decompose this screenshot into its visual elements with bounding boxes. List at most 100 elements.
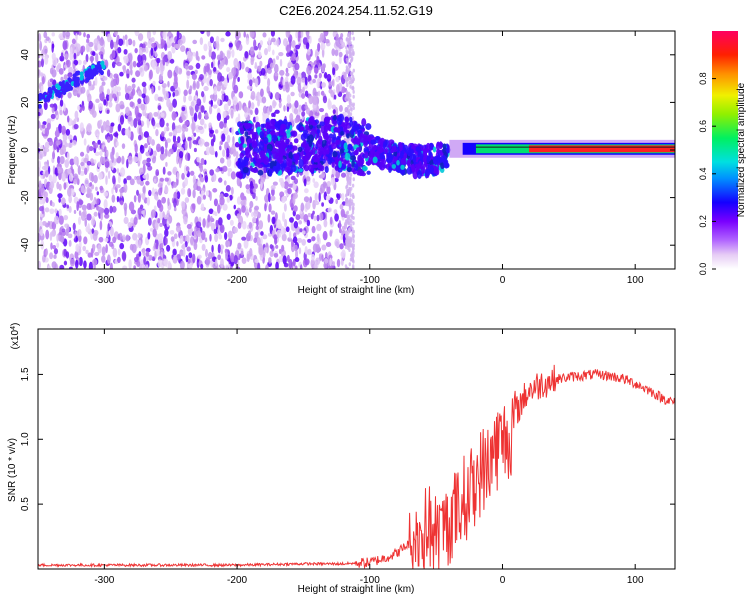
spectrogram-cell — [298, 220, 303, 225]
spectrogram-cell — [73, 178, 78, 185]
spectrogram-cell — [200, 157, 205, 166]
spectrogram-cell — [217, 254, 221, 261]
spectrogram-cell — [316, 139, 323, 148]
spectrogram-cell — [68, 205, 72, 214]
spectrogram-cell — [352, 36, 355, 41]
spectrogram-cell — [103, 146, 107, 153]
spectrogram-cell — [333, 114, 337, 121]
spectrogram-cell — [172, 248, 177, 256]
spectrogram-cell — [45, 229, 50, 240]
spectrogram-cell — [99, 37, 105, 47]
spectrogram-cell — [334, 177, 339, 183]
spectrogram-cell — [270, 184, 276, 190]
spectrogram-cell — [227, 171, 231, 177]
spectrogram-cell — [282, 84, 286, 92]
spectrogram-cell — [403, 152, 408, 160]
spectrogram-cell — [105, 93, 110, 102]
spectrogram-cell — [347, 244, 351, 249]
spectrogram-cell — [288, 230, 292, 239]
spectrogram-cell — [132, 39, 136, 47]
spectrogram-cell — [150, 47, 154, 57]
spectrogram-cell — [293, 205, 298, 212]
spectrogram-cell — [332, 151, 338, 158]
spectrogram-cell — [254, 61, 258, 69]
spectrogram-cell — [323, 71, 328, 79]
spectrogram-cell — [231, 126, 234, 135]
spectrogram-cell — [213, 67, 217, 72]
spectrogram-cell — [49, 252, 54, 260]
spectrogram-cell — [302, 37, 308, 45]
spectrogram-cell — [278, 223, 283, 230]
spectrogram-cell — [263, 156, 270, 165]
spectrogram-cell — [88, 41, 94, 47]
spectrogram-cell — [224, 95, 229, 102]
spectrogram-cell — [257, 51, 262, 59]
spectrogram-cell — [146, 118, 150, 129]
spectrogram-cell — [176, 31, 180, 39]
spectrogram-cell — [140, 144, 143, 151]
spectrogram-cell — [312, 164, 318, 169]
spectrogram-cell — [341, 249, 346, 259]
spectrogram-cell — [339, 203, 344, 210]
spectrogram-cell — [156, 57, 161, 64]
spectrogram-cell — [169, 229, 175, 235]
spectrogram-cell — [172, 91, 175, 98]
spectrogram-cell — [280, 123, 287, 130]
spectrogram-cell — [190, 237, 194, 246]
spectrogram-cell — [208, 122, 212, 129]
spectrogram-y-tick-label: -20 — [20, 190, 31, 205]
spectrogram-cell — [340, 172, 347, 178]
spectrogram-cell — [213, 86, 218, 96]
spectrogram-cell — [157, 85, 161, 91]
spectrogram-cell — [228, 71, 233, 80]
spectrogram-cell — [119, 188, 125, 194]
spectrogram-cell — [248, 79, 253, 87]
spectrogram-cell — [288, 183, 294, 188]
spectrogram-cell — [352, 177, 355, 182]
spectrogram-cell — [79, 122, 84, 132]
spectrogram-cell — [174, 74, 178, 85]
spectrogram-cell — [89, 181, 93, 187]
spectrogram-cell — [119, 115, 125, 125]
spectrogram-cell — [215, 168, 220, 173]
spectrogram-cell — [154, 93, 159, 102]
spectrogram-cell — [348, 206, 352, 211]
spectrogram-cell — [146, 157, 151, 163]
spectrogram-cell — [245, 147, 249, 156]
spectrogram-cell — [347, 104, 350, 109]
spectrogram-cell — [313, 215, 317, 221]
spectrogram-cell — [244, 131, 249, 137]
spectrogram-cell — [346, 77, 349, 82]
spectrogram-cell — [315, 244, 321, 254]
spectrogram-cell — [257, 163, 264, 169]
spectrogram-cell — [361, 165, 368, 172]
spectrogram-cell — [121, 155, 125, 165]
spectrogram-cell — [343, 142, 348, 150]
spectrogram-cell — [259, 60, 263, 67]
spectrogram-y-tick-label: 20 — [20, 96, 31, 108]
spectrogram-cell — [284, 166, 291, 173]
spectrogram-cell — [267, 213, 271, 223]
spectrogram-cell — [118, 38, 124, 46]
spectrogram-cell — [344, 202, 348, 207]
spectrogram-cell — [44, 207, 50, 213]
spectrogram-cell — [124, 206, 127, 217]
spectrogram-cell — [76, 230, 80, 237]
spectrogram-cell — [152, 80, 156, 86]
spectrogram-cell — [177, 142, 182, 148]
figure-title: C2E6.2024.254.11.52.G19 — [279, 3, 433, 18]
spectrogram-cell — [349, 58, 353, 63]
spectrogram-cell — [260, 67, 266, 76]
spectrogram-cell — [318, 72, 322, 79]
spectrogram-cell — [347, 220, 350, 225]
spectrogram-cell — [91, 218, 96, 226]
spectrogram-cell — [259, 236, 263, 245]
spectrogram-cell — [410, 163, 415, 172]
spectrogram-cell — [349, 193, 352, 198]
spectrogram-heatmap — [38, 31, 675, 269]
spectrogram-cell — [82, 209, 87, 218]
spectrogram-cell — [418, 160, 422, 168]
spectrogram-cell — [195, 62, 201, 70]
spectrogram-cell — [48, 139, 54, 146]
spectrogram-cell — [304, 76, 308, 86]
